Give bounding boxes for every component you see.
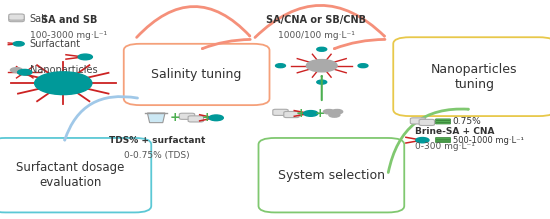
FancyArrowPatch shape: [388, 109, 468, 173]
Text: SA/CNA or SB/CNB: SA/CNA or SB/CNB: [266, 15, 366, 25]
FancyBboxPatch shape: [9, 14, 24, 20]
FancyBboxPatch shape: [188, 116, 204, 122]
Circle shape: [358, 64, 368, 68]
FancyBboxPatch shape: [436, 121, 450, 122]
FancyBboxPatch shape: [436, 122, 450, 124]
Text: Surfactant dosage
evaluation: Surfactant dosage evaluation: [16, 161, 124, 189]
Circle shape: [35, 72, 92, 95]
Circle shape: [209, 115, 223, 121]
Text: Surfactant: Surfactant: [30, 39, 81, 49]
FancyArrowPatch shape: [65, 97, 138, 140]
FancyBboxPatch shape: [0, 138, 151, 212]
FancyBboxPatch shape: [436, 138, 450, 139]
FancyBboxPatch shape: [419, 119, 435, 125]
Text: TDS% + surfactant: TDS% + surfactant: [108, 136, 205, 145]
Text: 0-0.75% (TDS): 0-0.75% (TDS): [124, 151, 190, 160]
Circle shape: [18, 69, 32, 75]
FancyArrowPatch shape: [136, 7, 250, 37]
Circle shape: [304, 111, 318, 116]
Text: 0-300 mg·L⁻¹: 0-300 mg·L⁻¹: [415, 142, 475, 151]
Text: +: +: [315, 107, 326, 120]
Circle shape: [10, 68, 23, 72]
Text: SA and SB: SA and SB: [41, 15, 97, 25]
Text: Nanoparticles
tuning: Nanoparticles tuning: [431, 63, 518, 91]
FancyBboxPatch shape: [273, 109, 288, 115]
Circle shape: [317, 80, 327, 84]
FancyBboxPatch shape: [284, 111, 299, 118]
FancyBboxPatch shape: [393, 37, 550, 116]
Text: +: +: [201, 111, 212, 124]
Text: 0.75%: 0.75%: [453, 117, 481, 126]
FancyBboxPatch shape: [124, 44, 270, 105]
Text: Salinity tuning: Salinity tuning: [151, 68, 242, 81]
Circle shape: [416, 138, 429, 143]
Text: Brine-SA + CNA: Brine-SA + CNA: [415, 127, 495, 136]
Circle shape: [276, 64, 285, 68]
Circle shape: [78, 54, 92, 60]
FancyBboxPatch shape: [258, 138, 404, 212]
FancyBboxPatch shape: [9, 16, 24, 22]
Text: 1000/100 mg·L⁻¹: 1000/100 mg·L⁻¹: [278, 30, 355, 40]
Text: +: +: [169, 111, 180, 124]
FancyBboxPatch shape: [179, 113, 195, 119]
Text: 500-1000 mg·L⁻¹: 500-1000 mg·L⁻¹: [453, 136, 524, 145]
Text: 100-3000 mg·L⁻¹: 100-3000 mg·L⁻¹: [30, 30, 107, 40]
FancyBboxPatch shape: [410, 118, 426, 124]
Text: Salt: Salt: [30, 14, 48, 24]
FancyBboxPatch shape: [436, 141, 450, 143]
Circle shape: [317, 47, 327, 51]
Polygon shape: [147, 113, 165, 123]
Circle shape: [13, 42, 24, 46]
Circle shape: [306, 60, 337, 72]
Circle shape: [332, 110, 343, 114]
FancyBboxPatch shape: [436, 139, 450, 141]
FancyArrowPatch shape: [202, 39, 250, 49]
Text: +: +: [296, 107, 307, 120]
FancyArrowPatch shape: [255, 5, 384, 37]
Circle shape: [323, 110, 334, 114]
Circle shape: [329, 113, 340, 117]
FancyArrowPatch shape: [334, 39, 385, 49]
Text: System selection: System selection: [278, 169, 385, 182]
FancyBboxPatch shape: [436, 119, 450, 120]
Text: Nanoparticles: Nanoparticles: [30, 65, 97, 75]
